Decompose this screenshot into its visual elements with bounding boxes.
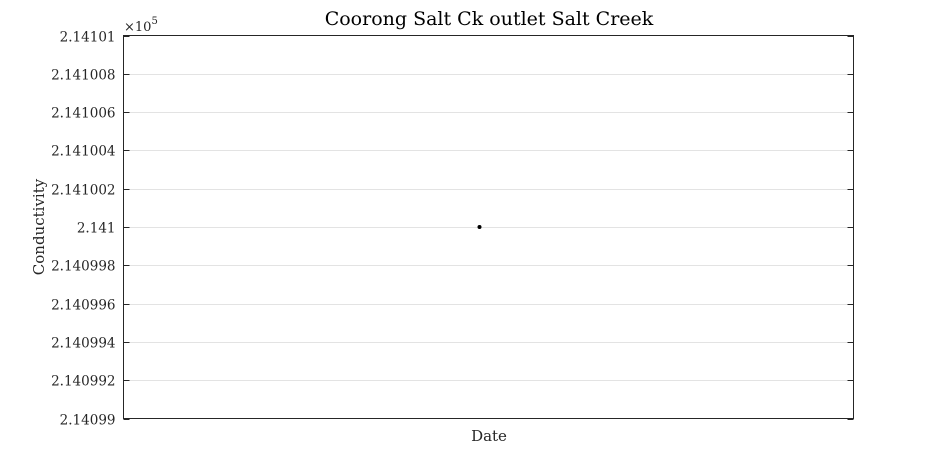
y-tick-label: 2.141	[77, 221, 116, 237]
y-tick-label: 2.141002	[51, 183, 115, 199]
y-tick-label: 2.140996	[51, 298, 115, 314]
y-tick-label: 2.140998	[51, 259, 115, 275]
y-tick-label: 2.141004	[51, 144, 115, 160]
grid-lines	[123, 74, 854, 381]
data-points	[477, 225, 482, 229]
y-axis-ticks: 2.14099 2.140992 2.140994 2.140996 2.140998 2…	[51, 30, 854, 429]
y-tick-label: 2.14099	[60, 413, 116, 429]
y-axis-label: Conductivity	[30, 178, 48, 275]
y-exponent-power: 5	[151, 16, 157, 27]
y-tick-label: 2.141008	[51, 68, 115, 84]
chart-title: Coorong Salt Ck outlet Salt Creek	[325, 8, 654, 30]
y-tick-label: 2.140994	[51, 336, 115, 352]
y-tick-label: 2.140992	[51, 374, 115, 390]
y-exponent-base: ×10	[124, 20, 151, 35]
y-exponent-label: ×105	[124, 16, 158, 35]
y-tick-label: 2.14101	[60, 30, 116, 46]
data-point	[477, 225, 482, 229]
x-axis-label: Date	[471, 427, 507, 445]
y-tick-label: 2.141006	[51, 106, 115, 122]
